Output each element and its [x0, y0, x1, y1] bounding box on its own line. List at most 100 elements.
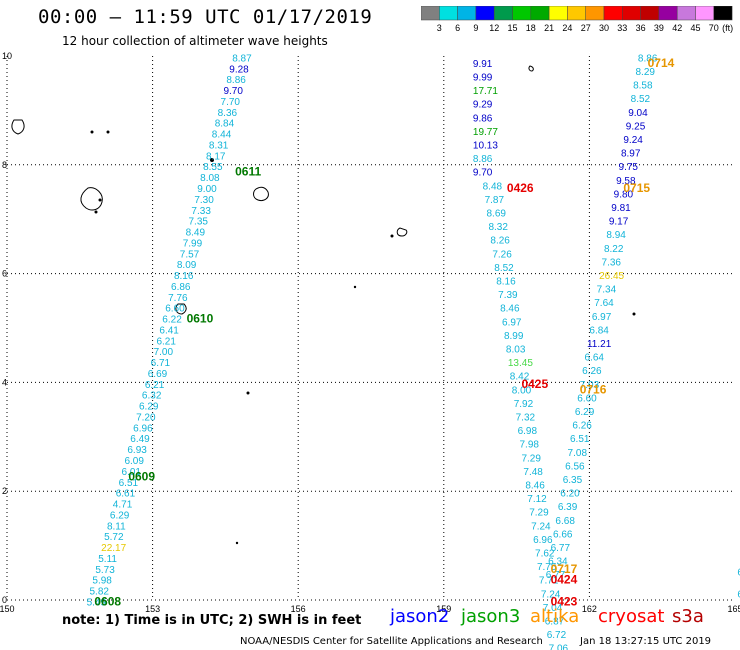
wave-height-value: 6.49 [130, 434, 150, 445]
wave-height-value: 5.82 [90, 587, 110, 598]
satellite-label-jason2: jason2 [390, 606, 450, 627]
wave-height-value: 7.24 [531, 521, 551, 532]
colorbar-label: 36 [636, 23, 646, 33]
wave-height-value: 6.97 [502, 317, 522, 328]
wave-height-value: 6.77 [546, 570, 566, 581]
wave-height-value: 8.87 [232, 53, 252, 64]
wave-height-value: 7.24 [541, 589, 561, 600]
island-outline [253, 186, 269, 201]
wave-height-value: 6.93 [127, 445, 147, 456]
pass-time-label: 0716 [580, 382, 607, 396]
islet-dot [390, 234, 394, 238]
wave-height-value: 6.35 [563, 475, 583, 486]
wave-height-value: 7.26 [492, 249, 512, 260]
wave-height-value: 8.03 [506, 344, 526, 355]
wave-height-value: 7.35 [189, 217, 209, 228]
wave-height-value: 6.71 [151, 358, 171, 369]
islet-dot [235, 541, 239, 545]
wave-height-value: 7.64 [594, 298, 614, 309]
pass-time-label: 0425 [521, 377, 548, 391]
wave-height-value: 9.70 [473, 168, 493, 179]
pass-time-label: 0715 [623, 181, 650, 195]
wave-height-value: 9.70 [223, 86, 243, 97]
colorbar-label: 21 [544, 23, 554, 33]
wave-height-value: 7.08 [568, 448, 588, 459]
wave-height-value: 7.98 [520, 440, 540, 451]
wave-height-value: 13.45 [508, 358, 533, 369]
wave-height-value: 8.16 [496, 276, 516, 287]
longitude-tick-label: 150 [0, 604, 15, 614]
wave-height-value: 8.42 [510, 372, 530, 383]
wave-height-value: 8.49 [186, 228, 206, 239]
colorbar-label: 3 [437, 23, 442, 33]
wave-height-value: 6.41 [159, 325, 179, 336]
wave-height-value: 7.04 [543, 603, 563, 614]
wave-height-value: 6.97 [592, 312, 612, 323]
wave-height-value: 8.52 [494, 263, 514, 274]
wave-height-value: 10.13 [473, 140, 498, 151]
latitude-tick-label: 2 [2, 486, 7, 496]
colorbar-label: 33 [617, 23, 627, 33]
colorbar-label: 30 [599, 23, 609, 33]
pass-time-label: 0423 [551, 594, 578, 608]
wave-height-value: 9.25 [626, 121, 646, 132]
wave-height-value: 9.00 [197, 184, 217, 195]
longitude-tick-label: 156 [291, 604, 306, 614]
colorbar-label: 6 [455, 23, 460, 33]
wave-height-value: 6.61 [116, 489, 136, 500]
wave-height-value: 9.17 [609, 217, 629, 228]
wave-height-value: 9.91 [473, 59, 493, 70]
generated-timestamp: Jan 18 13:27:15 UTC 2019 [580, 636, 712, 647]
wave-height-value: 5.11 [98, 554, 117, 565]
wave-height-value: 7.70 [221, 97, 241, 108]
islet-dot [246, 391, 250, 395]
wave-height-value: 7.06 [549, 644, 569, 650]
pass-time-label: 0426 [507, 181, 534, 195]
wave-height-value: 8.86 [226, 75, 246, 86]
pass-time-label: 0717 [551, 562, 578, 576]
wave-height-value: 6.96 [533, 535, 553, 546]
wave-height-value: 6.21 [156, 336, 176, 347]
island-outline [11, 119, 25, 135]
latitude-tick-label: 10 [2, 51, 12, 61]
wave-height-value: 9.81 [611, 203, 631, 214]
longitude-tick-label: 165 [727, 604, 740, 614]
island-outline [175, 303, 187, 315]
color-scale-legend: 3 6 9 12 15 18 21 24 27 30 33 36 39 42 45 70 (ft) [421, 6, 733, 33]
wave-height-value: 9.80 [614, 189, 634, 200]
wave-height-value: 8.16 [174, 271, 194, 282]
wave-height-value: 8.11 [107, 521, 126, 532]
page-title: 00:00 – 11:59 UTC 01/17/2019 [38, 6, 373, 28]
wave-height-value: 6.20 [560, 489, 580, 500]
latitude-tick-label: 0 [2, 595, 7, 605]
island-outline [80, 187, 103, 211]
wave-height-value: 6.29 [110, 510, 130, 521]
wave-height-value: 6.39 [558, 502, 578, 513]
colorbar-swatch [713, 6, 733, 21]
colorbar-label: 70 [709, 23, 719, 33]
wave-height-value: 8.52 [631, 94, 651, 105]
satellite-label-s3a: s3a [672, 606, 704, 627]
islet-dot [94, 210, 98, 214]
wave-height-value: 7.36 [602, 257, 622, 268]
credit-line: NOAA/NESDIS Center for Satellite Applica… [240, 636, 543, 647]
wave-height-value: 6.68 [555, 516, 575, 527]
satellite-label-altika: altika [530, 606, 580, 627]
wave-height-value: 6.21 [145, 380, 165, 391]
pass-time-label: 0611 [235, 165, 261, 179]
wave-height-value: 6.51 [119, 478, 139, 489]
wave-height-value: 8.17 [206, 151, 226, 162]
wave-height-value: 8.09 [177, 260, 197, 271]
islet-dot [632, 312, 636, 316]
wave-height-value: 6.01 [122, 467, 142, 478]
wave-height-value: 8.26 [490, 236, 510, 247]
wave-height-value: 6.98 [518, 426, 538, 437]
wave-height-value: 6.51 [570, 434, 590, 445]
wave-height-value: 7.29 [529, 508, 549, 519]
wave-height-value: 7.75 [537, 562, 557, 573]
longitude-tick-label: 159 [436, 604, 451, 614]
wave-height-value: 6.60 [577, 393, 597, 404]
colorbar-label: 45 [690, 23, 700, 33]
island-outline [396, 227, 408, 237]
